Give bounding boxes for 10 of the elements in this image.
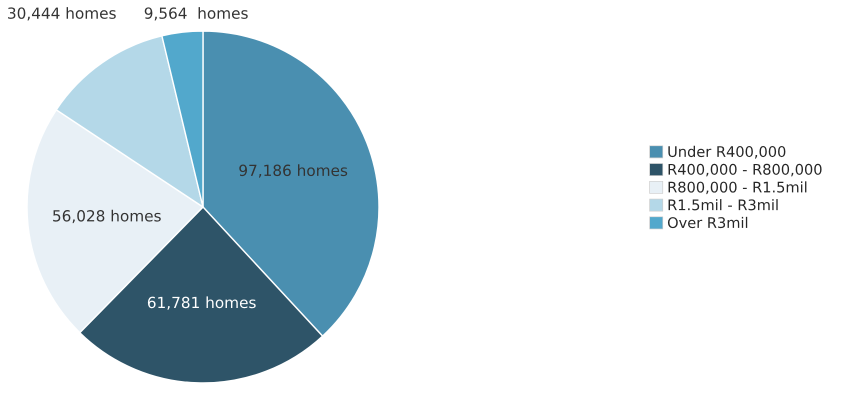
data-label: 9,564 homes: [144, 7, 248, 20]
legend-label: R1.5mil - R3mil: [668, 199, 778, 210]
legend-label: Over R3mil: [668, 216, 748, 228]
data-label: 56,028 homes: [53, 210, 161, 224]
data-label: 30,444 homes: [8, 7, 116, 20]
data-label: 97,186 homes: [239, 164, 348, 178]
legend-label: R800,000 - R1.5mil: [668, 181, 806, 194]
legend-label: R400,000 - R800,000: [668, 164, 822, 176]
data-label: 61,781 homes: [148, 296, 256, 310]
legend-label: Under R400,000: [668, 146, 786, 159]
